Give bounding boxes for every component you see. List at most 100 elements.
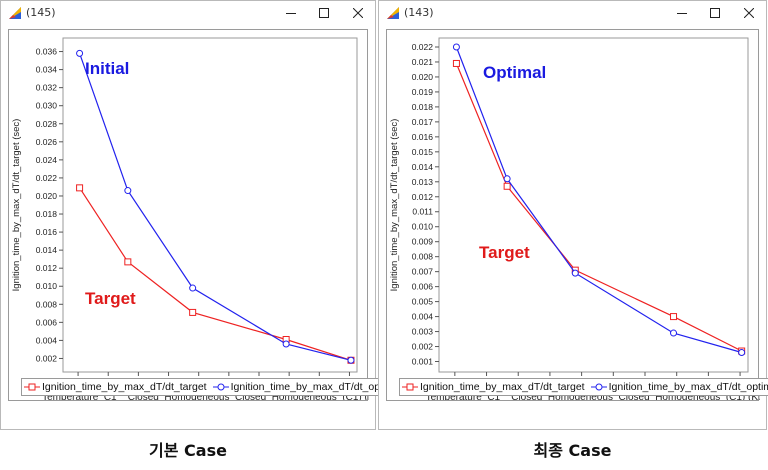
y-tick-label: 0.020 [36, 191, 58, 201]
legend-square-marker-icon [402, 383, 418, 391]
y-tick-label: 0.001 [412, 357, 434, 367]
series-line-target [79, 187, 352, 361]
legend-label: Ignition_time_by_max_dT/dt_optimal [608, 381, 768, 393]
chart-legend: Ignition_time_by_max_dT/dt_target Igniti… [399, 378, 768, 396]
y-tick-label: 0.034 [36, 65, 58, 75]
data-point-optimal [503, 175, 511, 183]
caption-final-case: 최종 Case [533, 441, 612, 460]
data-point-optimal [738, 349, 746, 357]
chart-app-icon [387, 7, 399, 19]
data-point-optimal [189, 284, 197, 292]
window-title: (145) [26, 6, 56, 19]
y-tick-label: 0.024 [36, 155, 58, 165]
maximize-button[interactable] [700, 1, 730, 25]
y-tick-label: 0.028 [36, 119, 58, 129]
y-tick-label: 0.026 [36, 137, 58, 147]
plot-border [62, 37, 358, 373]
data-point-target [76, 184, 84, 192]
legend-circle-marker-icon [212, 383, 229, 391]
y-tick-label: 0.018 [36, 209, 58, 219]
y-tick-label: 0.004 [412, 312, 434, 322]
close-icon [744, 8, 754, 18]
y-tick-label: 0.020 [412, 72, 434, 82]
chart-window-right: (143) 0.001 0.002 0.003 0.004 0.005 0.006 0.00… [378, 0, 768, 430]
minimize-button[interactable] [276, 1, 306, 25]
y-tick-label: 0.014 [412, 162, 434, 172]
legend-label: Ignition_time_by_max_dT/dt_optimal [230, 381, 403, 393]
x-axis-label: Temperature_C1__Closed_Homogeneous_Close… [426, 392, 760, 400]
chart-app-icon [9, 7, 21, 19]
data-point-optimal [347, 356, 355, 364]
y-tick-label: 0.006 [36, 317, 58, 327]
y-tick-label: 0.008 [36, 299, 58, 309]
chart-annotation: Initial [85, 59, 129, 78]
minimize-icon [286, 13, 296, 14]
y-tick-label: 0.012 [36, 263, 58, 273]
legend-label: Ignition_time_by_max_dT/dt_target [420, 381, 585, 393]
maximize-button[interactable] [309, 1, 339, 25]
legend-item-optimal: Ignition_time_by_max_dT/dt_optimal [590, 381, 768, 393]
maximize-icon [710, 8, 720, 18]
y-tick-label: 0.032 [36, 83, 58, 93]
y-tick-label: 0.009 [412, 237, 434, 247]
line-chart-left[interactable]: 0.002 0.004 0.006 0.008 0.010 0.012 0.014 0.016… [9, 30, 369, 400]
y-tick-label: 0.002 [36, 353, 58, 363]
y-tick-label: 0.012 [412, 192, 434, 202]
data-point-optimal [282, 340, 290, 348]
y-tick-label: 0.004 [36, 335, 58, 345]
chart-annotation: Optimal [483, 63, 546, 82]
close-button[interactable] [734, 1, 764, 25]
data-point-optimal [571, 269, 579, 277]
data-point-target [670, 313, 678, 321]
title-bar[interactable]: (145) [1, 1, 375, 25]
series-line-target [455, 63, 742, 352]
data-point-target [124, 258, 132, 266]
y-tick-label: 0.005 [412, 297, 434, 307]
x-axis-label: Temperature_C1__Closed_Homogeneous_Close… [42, 392, 369, 400]
chart-annotation: Target [85, 289, 136, 308]
y-tick-label: 0.006 [412, 282, 434, 292]
plot-area: 0.002 0.004 0.006 0.008 0.010 0.012 0.014 0.016… [8, 29, 408, 401]
series-line-optimal [455, 46, 742, 354]
y-tick-label: 0.030 [36, 101, 58, 111]
y-tick-label: 0.022 [36, 173, 58, 183]
y-tick-label: 0.002 [412, 342, 434, 352]
data-point-optimal [452, 43, 460, 51]
plot-border [438, 37, 749, 373]
y-tick-label: 0.036 [36, 47, 58, 57]
line-chart-right[interactable]: 0.001 0.002 0.003 0.004 0.005 0.006 0.007 0.008… [387, 30, 760, 400]
y-tick-label: 0.014 [36, 245, 58, 255]
legend-item-target: Ignition_time_by_max_dT/dt_target [402, 381, 585, 393]
maximize-icon [319, 8, 329, 18]
y-tick-label: 0.003 [412, 327, 434, 337]
chart-window-left: (145) 0.002 0.004 0.006 0.008 0.010 0.012 0.01… [0, 0, 408, 430]
y-tick-label: 0.011 [412, 207, 433, 217]
window-title: (143) [404, 6, 434, 19]
data-point-target [503, 182, 511, 190]
data-point-target [189, 308, 197, 316]
data-point-optimal [670, 329, 678, 337]
legend-circle-marker-icon [590, 383, 607, 391]
y-tick-label: 0.017 [412, 117, 434, 127]
data-point-optimal [76, 49, 84, 57]
y-axis-label: Ignition_time_by_max_dT/dt_target (sec) [389, 119, 400, 292]
chart-legend: Ignition_time_by_max_dT/dt_target Igniti… [21, 378, 408, 396]
y-tick-label: 0.010 [412, 222, 434, 232]
y-tick-label: 0.016 [36, 227, 58, 237]
data-point-target [452, 59, 460, 67]
series-line-optimal [79, 53, 352, 361]
data-point-optimal [124, 187, 132, 195]
y-tick-label: 0.008 [412, 252, 434, 262]
y-tick-label: 0.018 [412, 102, 434, 112]
y-tick-label: 0.007 [412, 267, 434, 277]
y-tick-label: 0.019 [412, 87, 434, 97]
legend-item-optimal: Ignition_time_by_max_dT/dt_optimal [212, 381, 403, 393]
legend-square-marker-icon [24, 383, 40, 391]
y-tick-label: 0.021 [412, 57, 434, 67]
minimize-button[interactable] [667, 1, 697, 25]
title-bar[interactable]: (143) [379, 1, 766, 25]
y-tick-label: 0.015 [412, 147, 434, 157]
close-button[interactable] [343, 1, 373, 25]
caption-basic-case: 기본 Case [149, 441, 227, 460]
y-tick-label: 0.016 [412, 132, 434, 142]
